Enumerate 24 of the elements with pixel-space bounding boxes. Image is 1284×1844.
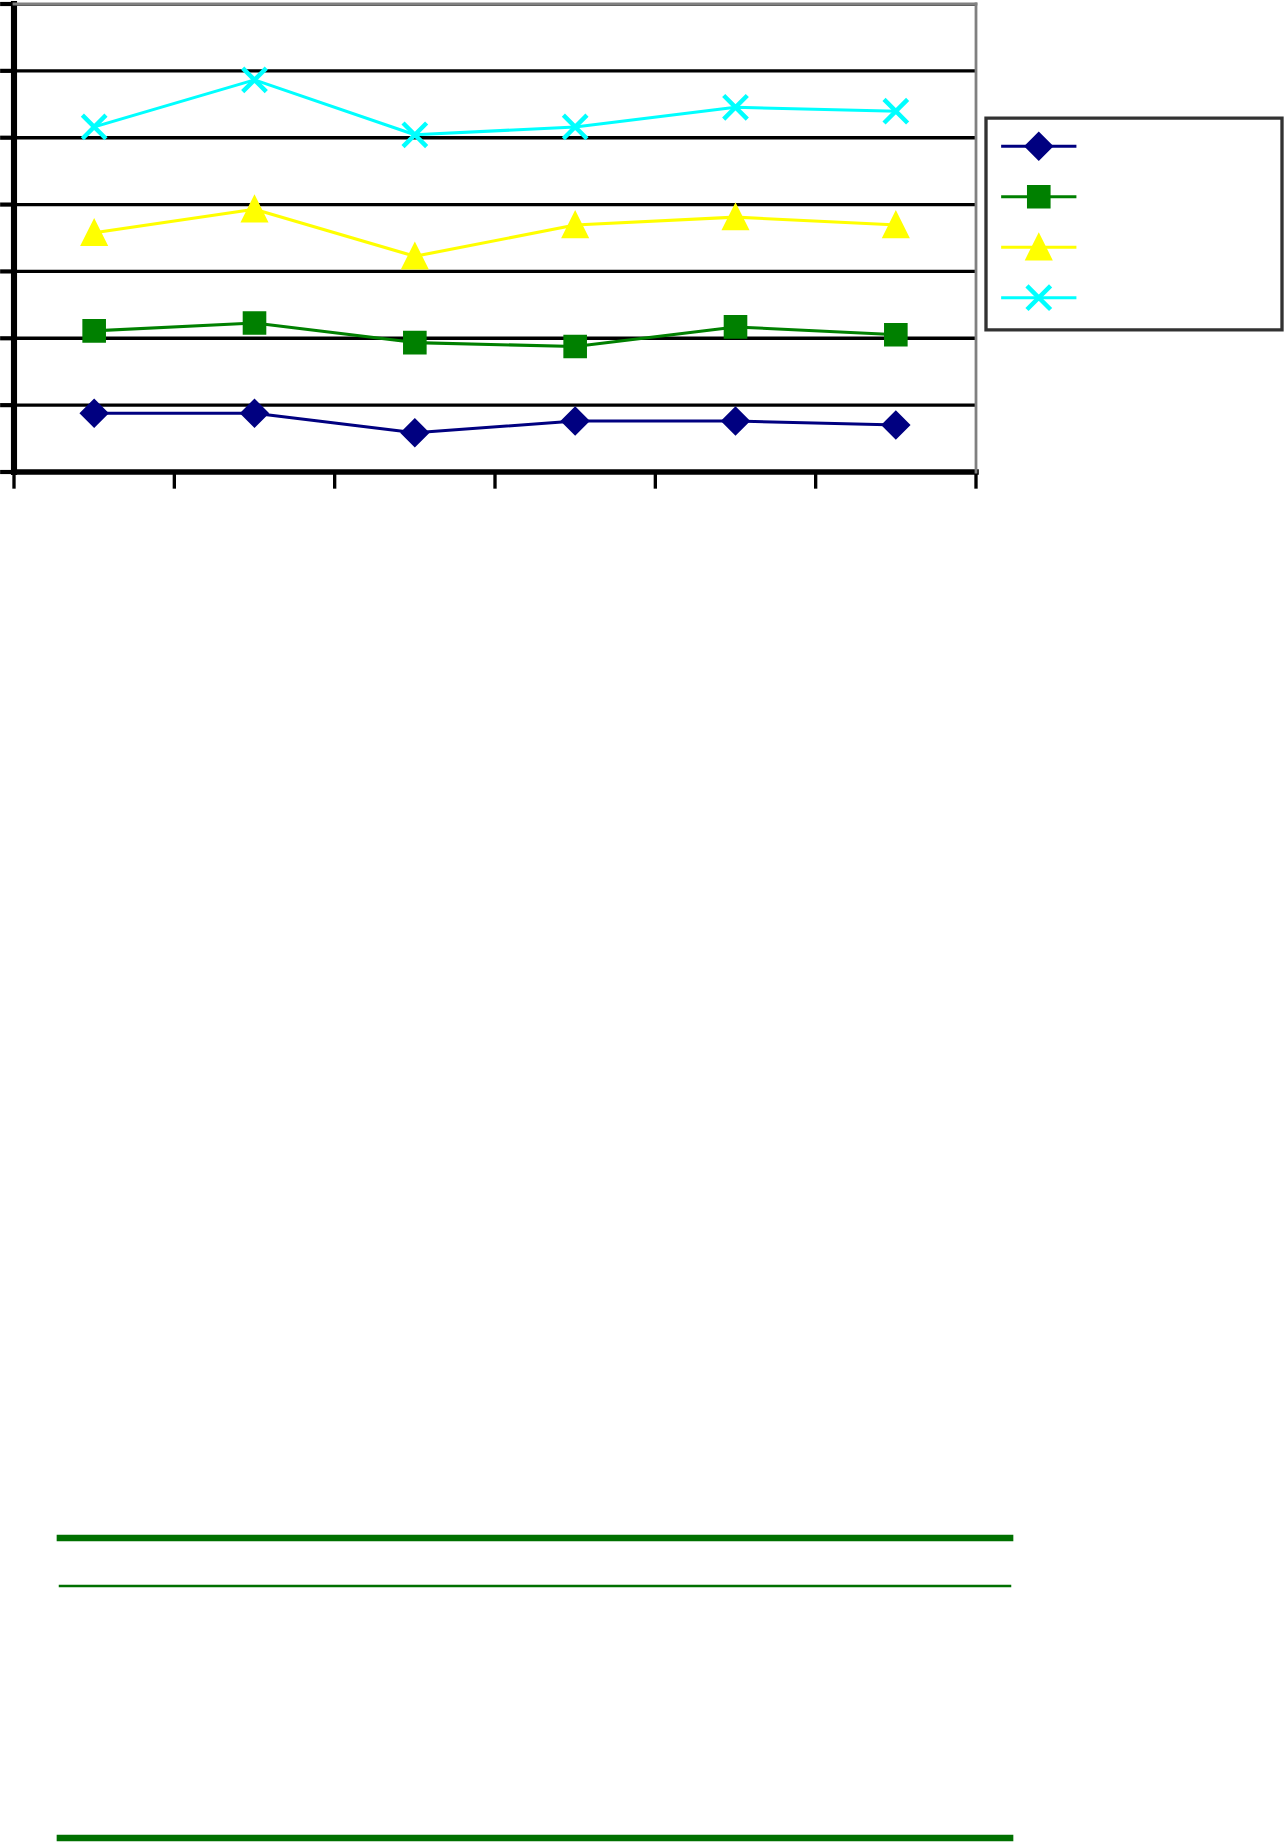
point xyxy=(561,406,590,436)
point xyxy=(721,406,750,436)
point xyxy=(80,399,109,428)
point xyxy=(400,418,429,447)
point xyxy=(563,334,587,359)
point xyxy=(881,410,910,440)
point xyxy=(240,65,269,94)
point xyxy=(400,120,429,149)
point xyxy=(561,211,589,239)
point xyxy=(881,97,910,126)
point xyxy=(721,93,750,122)
point xyxy=(240,399,269,428)
point xyxy=(884,322,908,347)
point xyxy=(403,330,427,355)
point xyxy=(80,112,109,141)
point xyxy=(242,311,267,335)
point xyxy=(723,315,748,339)
point xyxy=(241,196,268,223)
point xyxy=(561,112,590,141)
point xyxy=(722,203,749,231)
point xyxy=(882,211,910,239)
point xyxy=(80,219,108,246)
point xyxy=(401,243,429,270)
point xyxy=(82,319,106,343)
